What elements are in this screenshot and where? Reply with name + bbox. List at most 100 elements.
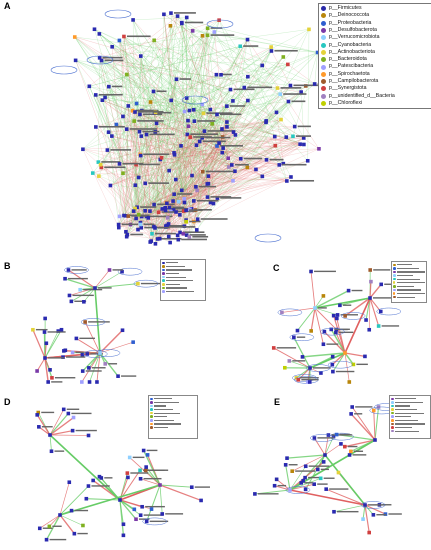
edge xyxy=(153,121,228,205)
edge xyxy=(193,145,276,202)
node xyxy=(319,371,323,375)
node xyxy=(103,362,108,366)
edge xyxy=(307,29,310,161)
edge xyxy=(221,128,229,159)
edge xyxy=(178,28,208,202)
edge xyxy=(177,15,267,123)
node xyxy=(108,183,113,188)
node xyxy=(321,342,326,347)
edge xyxy=(369,281,372,299)
node xyxy=(138,476,143,481)
node-label xyxy=(138,111,164,113)
edge xyxy=(181,23,211,203)
node xyxy=(125,232,130,237)
edge xyxy=(286,454,326,459)
edge xyxy=(126,129,263,177)
node xyxy=(233,169,237,174)
edge xyxy=(98,120,267,163)
highlight-ellipse xyxy=(64,266,89,274)
edge xyxy=(369,297,380,327)
node-label xyxy=(48,357,65,359)
node-label xyxy=(339,433,350,436)
panel-c: C xyxy=(215,258,431,388)
node xyxy=(172,153,177,157)
node-label xyxy=(206,112,233,114)
node xyxy=(215,144,219,148)
node xyxy=(134,216,138,221)
node xyxy=(93,286,97,290)
edge xyxy=(181,20,220,191)
edge xyxy=(118,212,159,225)
edge xyxy=(135,175,193,209)
legend-swatch xyxy=(321,93,326,99)
edge xyxy=(287,64,315,85)
edge xyxy=(179,145,197,233)
edge xyxy=(125,105,129,216)
edge xyxy=(176,79,218,199)
legend-label: p__Firmicutes xyxy=(329,5,362,12)
highlight-ellipse xyxy=(285,486,311,494)
edge xyxy=(184,132,234,199)
nodes xyxy=(253,403,402,535)
edge xyxy=(180,145,287,182)
node-label xyxy=(168,226,196,228)
node xyxy=(144,519,149,524)
node-label xyxy=(91,367,106,369)
edge xyxy=(271,50,291,86)
node xyxy=(121,114,125,119)
edge xyxy=(344,352,366,358)
legend-swatch xyxy=(321,86,326,92)
node xyxy=(80,369,85,373)
edge xyxy=(314,307,338,316)
edge xyxy=(151,106,228,242)
edge xyxy=(126,234,158,240)
edge xyxy=(364,504,386,515)
node xyxy=(364,318,368,322)
edge xyxy=(112,35,208,47)
node-label xyxy=(295,135,311,137)
node-label xyxy=(297,125,311,128)
node xyxy=(126,475,130,480)
legend-entry: p__Actinobacteriota xyxy=(321,49,429,56)
edge xyxy=(111,135,175,155)
node xyxy=(363,354,367,359)
edge xyxy=(228,85,291,168)
legend-swatch xyxy=(321,13,326,19)
edge xyxy=(98,161,184,234)
node xyxy=(43,356,47,360)
node-label xyxy=(293,84,318,87)
node xyxy=(323,453,327,457)
panel-b: B xyxy=(0,258,215,388)
edge xyxy=(59,514,84,526)
node-label xyxy=(160,237,182,240)
node xyxy=(269,49,274,53)
mini-legend-entry xyxy=(162,275,204,279)
panel-d-label: D xyxy=(4,397,11,407)
node xyxy=(172,192,176,197)
node xyxy=(135,205,139,210)
node-label xyxy=(142,113,163,116)
edge xyxy=(175,166,229,213)
edge xyxy=(186,97,204,114)
node xyxy=(350,405,354,409)
edge xyxy=(101,120,189,168)
edge xyxy=(116,124,126,216)
node xyxy=(303,487,308,492)
node-label xyxy=(277,484,287,487)
node-label xyxy=(352,454,367,456)
edge xyxy=(176,79,224,149)
node xyxy=(99,476,104,480)
edge xyxy=(190,137,198,191)
edge xyxy=(146,134,248,168)
node-label xyxy=(200,218,228,220)
edge xyxy=(247,100,287,182)
node xyxy=(368,296,372,300)
legend-label: p__Spirochaetota xyxy=(329,70,370,77)
edge xyxy=(123,36,257,170)
node xyxy=(184,233,189,237)
node xyxy=(43,316,47,321)
edge xyxy=(314,289,349,309)
node xyxy=(331,313,336,318)
node-label xyxy=(336,510,359,513)
node xyxy=(231,130,236,134)
